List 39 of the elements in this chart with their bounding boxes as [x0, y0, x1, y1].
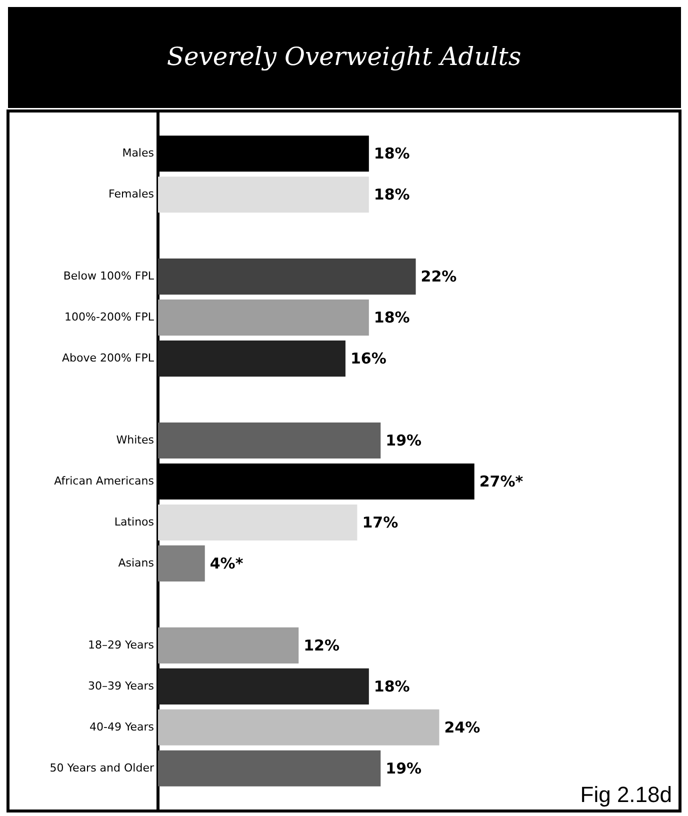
bar [158, 422, 381, 459]
y-tick-label: 30–39 Years [88, 679, 154, 692]
data-label: 16% [350, 350, 386, 368]
data-label: 17% [362, 513, 398, 532]
bar [158, 709, 440, 746]
data-label: 19% [386, 432, 422, 450]
bar [158, 300, 369, 336]
chart-title: Severely Overweight Adults [166, 42, 522, 71]
data-label: 18% [374, 186, 410, 204]
y-tick-label: Asians [118, 556, 154, 570]
bar [158, 627, 299, 664]
y-tick-label: Latinos [114, 515, 154, 528]
data-label: 12% [304, 636, 340, 654]
y-tick-label: Whites [116, 434, 154, 447]
bar [158, 504, 358, 541]
bar [158, 750, 381, 786]
bar [158, 258, 416, 295]
bar [158, 668, 369, 704]
y-tick-label: African Americans [54, 474, 154, 488]
bar [158, 340, 346, 377]
y-tick-label: Males [122, 146, 154, 160]
y-tick-label: Females [108, 188, 154, 201]
data-label: 18% [374, 308, 410, 327]
bar [158, 545, 205, 582]
caption: Fig 2.18d [580, 782, 672, 807]
y-tick-label: 50 Years and Older [50, 761, 154, 774]
data-label: 24% [444, 718, 480, 736]
data-label: 22% [420, 268, 457, 286]
data-label: 18% [374, 677, 410, 696]
data-label: 27%* [479, 472, 524, 490]
bar [158, 176, 369, 213]
y-tick-label: Below 100% FPL [63, 270, 155, 283]
data-label: 4%* [210, 554, 244, 572]
y-tick-label: Above 200% FPL [62, 352, 155, 365]
data-label: 19% [386, 759, 422, 778]
y-tick-label: 40-49 Years [90, 720, 154, 734]
y-tick-label: 18–29 Years [88, 638, 154, 652]
data-label: 18% [374, 144, 410, 163]
y-tick-label: 100%-200% FPL [64, 310, 155, 324]
